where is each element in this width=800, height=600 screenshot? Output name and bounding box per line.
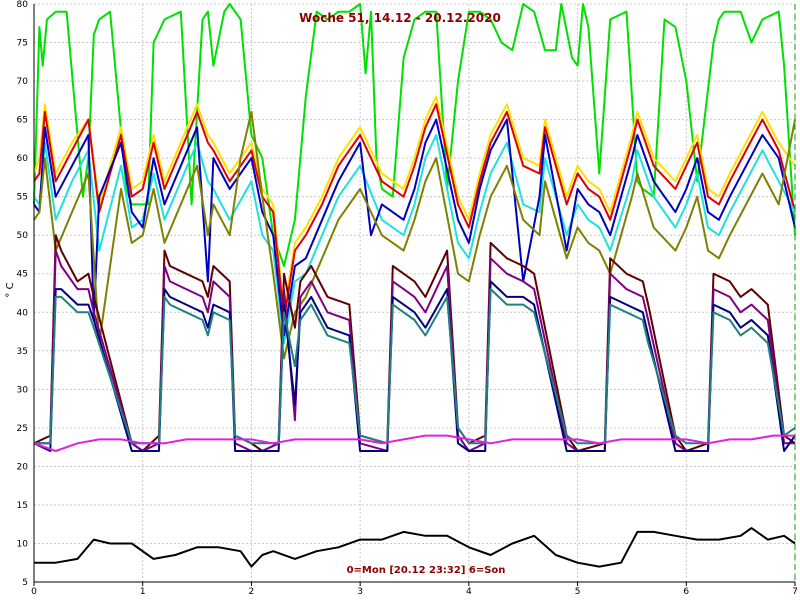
y-tick-labels: 5 10 15 20 25 30 35 40 45 50 55 60 65 70 75 80 — [17, 0, 29, 588]
series-line-1 — [33, 95, 796, 314]
y-tick-label: 70 — [17, 77, 29, 87]
series-line-4 — [33, 118, 796, 337]
chart-title: Woche 51, 14.12 - 20.12.2020 — [299, 11, 501, 25]
y-tick-label: 40 — [17, 308, 29, 318]
y-tick-label: 35 — [17, 347, 28, 357]
y-tick-label: 15 — [17, 501, 28, 511]
x-tick-label: 6 — [683, 587, 689, 597]
y-tick-label: 75 — [17, 39, 28, 49]
x-axis-label: 0=Mon [20.12 23:32] 6=Son — [347, 565, 506, 576]
x-tick-label: 1 — [140, 587, 146, 597]
series-line-5 — [33, 110, 796, 360]
x-tick-label: 5 — [575, 587, 581, 597]
grid-lines — [33, 3, 796, 583]
x-tick-labels: 0 1 2 3 4 5 6 7 — [31, 582, 798, 597]
series-line-10 — [33, 434, 795, 452]
y-tick-label: 5 — [22, 578, 28, 588]
y-tick-label: 10 — [17, 539, 29, 549]
y-tick-label: 55 — [17, 193, 28, 203]
x-tick-label: 0 — [31, 587, 37, 597]
y-tick-label: 25 — [17, 424, 28, 434]
y-tick-label: 65 — [17, 116, 28, 126]
y-tick-label: 45 — [17, 270, 28, 280]
x-tick-label: 3 — [357, 587, 363, 597]
series-line-11 — [34, 527, 796, 568]
series-line-2 — [33, 103, 796, 321]
y-axis-label: ° C — [5, 282, 16, 297]
series-line-9 — [34, 288, 796, 445]
y-tick-label: 60 — [17, 154, 29, 164]
x-tick-label: 2 — [249, 587, 255, 597]
series-group — [33, 3, 796, 568]
y-tick-label: 50 — [17, 231, 29, 241]
x-tick-label: 7 — [792, 587, 798, 597]
y-tick-label: 20 — [17, 462, 29, 472]
y-tick-label: 30 — [17, 385, 29, 395]
x-tick-label: 4 — [466, 587, 472, 597]
y-tick-label: 80 — [17, 0, 29, 10]
